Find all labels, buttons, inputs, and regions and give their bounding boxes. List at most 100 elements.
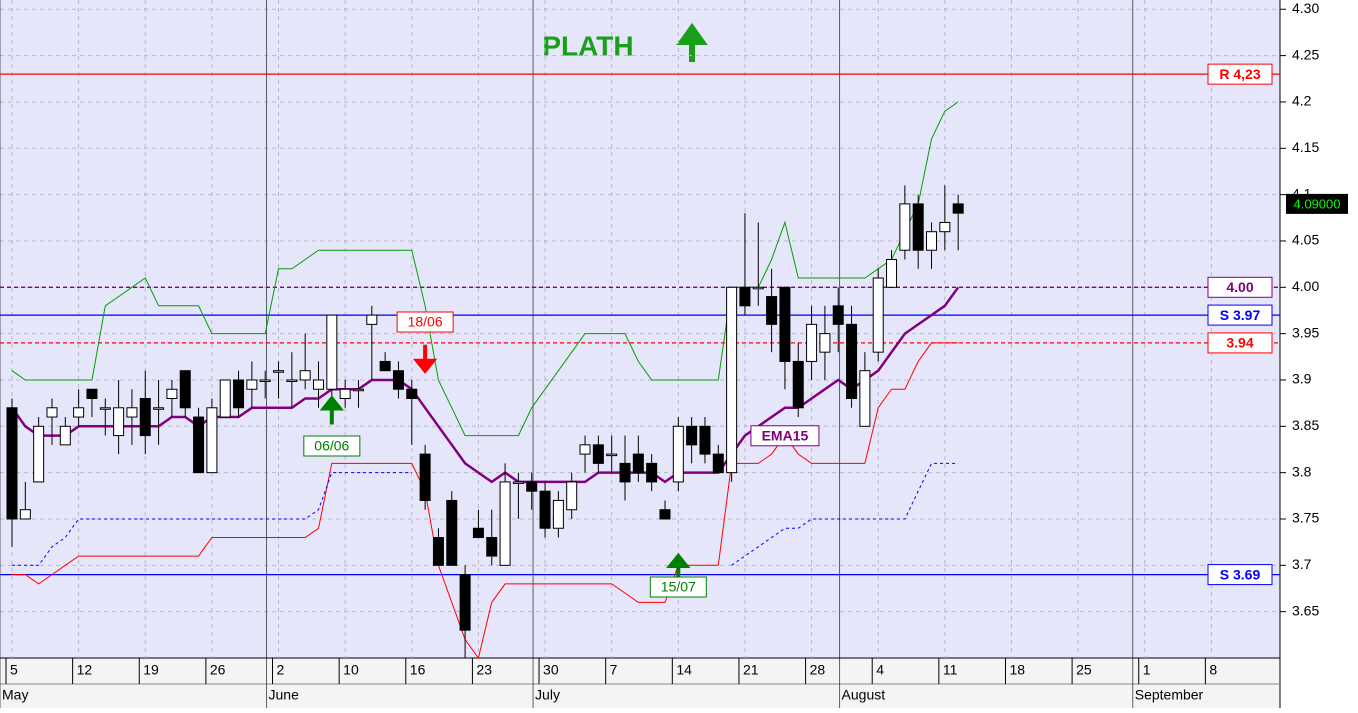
- x-tick-label: 26: [210, 662, 226, 678]
- y-tick-label: 3.7: [1292, 556, 1312, 572]
- x-tick-label: 7: [610, 662, 618, 678]
- level-label: 3.94: [1226, 335, 1253, 351]
- candle-body: [206, 407, 218, 474]
- x-tick-label: 21: [743, 662, 759, 678]
- candle-body: [939, 221, 951, 233]
- candle-body: [86, 388, 98, 400]
- candle-body: [712, 453, 724, 474]
- indicator-label-box: [750, 425, 820, 447]
- annotations: R 4,23 4.00 S 3.97 3.94 S 3.69 EMA15 06/06 18/0…: [303, 63, 1348, 598]
- candle-body: [326, 314, 338, 390]
- candle-body: [926, 231, 938, 251]
- level-label: R 4,23: [1219, 66, 1260, 82]
- candle-body: [699, 425, 711, 455]
- x-tick-label: 10: [343, 662, 359, 678]
- candle-body: [166, 388, 178, 400]
- candle-body: [486, 537, 498, 557]
- candle-body: [366, 314, 378, 325]
- x-tick-label: 16: [410, 662, 426, 678]
- indicator-line: [12, 462, 959, 566]
- candle-body: [339, 388, 351, 400]
- candle-body: [606, 453, 618, 457]
- y-tick-label: 4.25: [1292, 46, 1319, 62]
- chart-title: PLATH: [542, 30, 633, 61]
- y-tick-label: 3.8: [1292, 463, 1312, 479]
- level-box: [1207, 63, 1273, 85]
- candle-body: [273, 370, 285, 373]
- signal-box: [303, 435, 361, 457]
- candle-body: [259, 379, 271, 382]
- y-tick-label: 4.00: [1292, 278, 1319, 294]
- x-tick-label: 19: [143, 662, 159, 678]
- candle-body: [46, 407, 58, 418]
- signal-arrow: [666, 552, 691, 583]
- candle-body: [566, 481, 578, 511]
- level-box: [1207, 564, 1273, 586]
- indicator-line: [11, 101, 959, 437]
- candle-body: [819, 333, 831, 353]
- x-tick-label: 11: [943, 662, 958, 678]
- plot-area: [0, 0, 1280, 658]
- y-tick-label: 4.05: [1292, 232, 1319, 248]
- candle-body: [792, 360, 804, 409]
- candle-body: [592, 444, 604, 464]
- candle-body: [153, 407, 165, 410]
- y-tick-label: 3.85: [1292, 417, 1319, 433]
- grid: 3.653.73.753.83.853.93.954.004.054.14.15…: [0, 0, 1319, 708]
- month-label: July: [535, 687, 560, 703]
- candle-body: [686, 425, 698, 446]
- x-tick-label: 8: [1209, 662, 1217, 678]
- x-axis-area: [0, 658, 1280, 708]
- candle-body: [446, 499, 458, 566]
- candle-body: [459, 574, 471, 631]
- candle-body: [659, 509, 671, 520]
- indicator-label: EMA15: [762, 427, 809, 443]
- month-label: September: [1135, 687, 1204, 703]
- level-label: S 3.69: [1220, 566, 1261, 582]
- x-tick-label: 25: [1076, 662, 1092, 678]
- x-tick-label: 4: [876, 662, 884, 678]
- candle-body: [952, 203, 964, 214]
- candle-body: [726, 286, 738, 474]
- month-label: June: [269, 687, 300, 703]
- x-tick-label: 23: [476, 662, 492, 678]
- level-box: [1207, 332, 1273, 354]
- candle-body: [246, 379, 258, 390]
- candle-body: [872, 277, 884, 353]
- level-box: [1207, 304, 1273, 326]
- candle-body: [806, 323, 818, 362]
- candle-body: [299, 370, 311, 381]
- candle-body: [313, 379, 325, 390]
- candle-body: [859, 370, 871, 427]
- month-label: May: [2, 687, 28, 703]
- x-tick-label: 1: [1143, 662, 1151, 678]
- candle-body: [752, 286, 764, 290]
- candle-body: [846, 323, 858, 400]
- candles: [6, 185, 964, 658]
- x-tick-label: 12: [77, 662, 93, 678]
- candle-body: [526, 481, 538, 492]
- candle-body: [406, 388, 418, 400]
- y-tick-label: 3.75: [1292, 510, 1319, 526]
- signal-label: 15/07: [661, 579, 696, 595]
- y-tick-label: 3.95: [1292, 324, 1319, 340]
- level-box: [1207, 276, 1273, 298]
- candle-body: [512, 481, 524, 484]
- x-tick-label: 30: [543, 662, 559, 678]
- candle-body: [472, 527, 484, 539]
- candle-body: [233, 379, 245, 409]
- candle-body: [33, 425, 45, 483]
- level-label: S 3.97: [1220, 307, 1261, 323]
- level-label: 4.00: [1226, 279, 1253, 295]
- candle-body: [352, 388, 364, 392]
- candle-body: [99, 407, 111, 410]
- candle-body: [886, 258, 898, 288]
- candle-body: [113, 407, 125, 437]
- candle-body: [379, 360, 391, 372]
- y-axis-area: [1280, 0, 1358, 708]
- candle-body: [193, 416, 205, 474]
- candle-body: [632, 453, 644, 474]
- candle-body: [672, 425, 684, 483]
